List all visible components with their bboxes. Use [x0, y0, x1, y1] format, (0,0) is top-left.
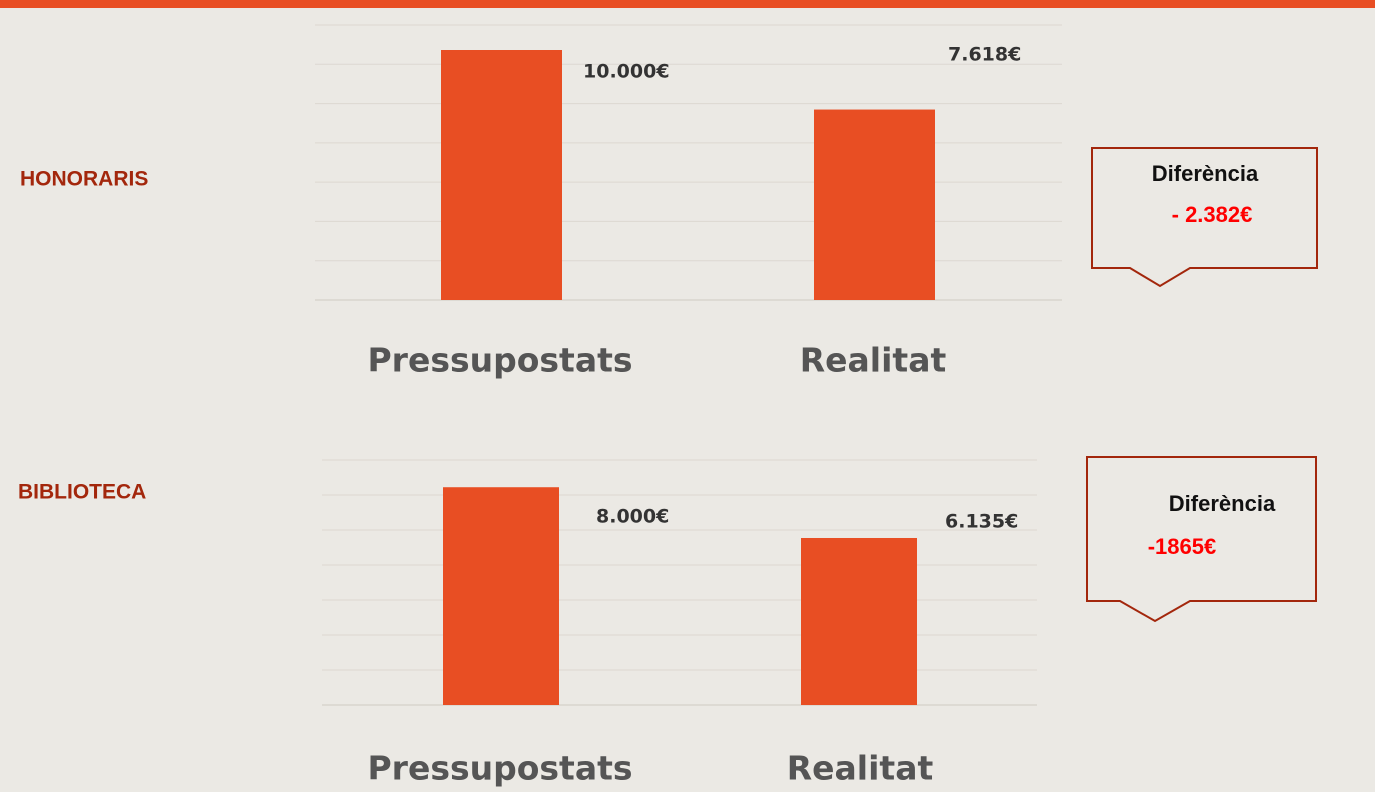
callout-box	[1086, 456, 1317, 623]
bar	[801, 537, 917, 705]
callout-label: Diferència	[1169, 491, 1276, 516]
value-label: 10.000€	[583, 61, 670, 83]
section-title: BIBLIOTECA	[18, 481, 146, 504]
section-title: HONORARIS	[20, 168, 148, 191]
callout-value: - 2.382€	[1172, 202, 1253, 227]
category-label: Pressupostats	[367, 749, 632, 788]
bar	[441, 50, 562, 300]
value-label: 6.135€	[945, 511, 1018, 533]
category-label: Realitat	[787, 749, 934, 788]
value-label: 8.000€	[596, 506, 669, 528]
category-label: Realitat	[800, 341, 947, 380]
callout-value: -1865€	[1148, 534, 1217, 559]
callout-label: Diferència	[1152, 161, 1259, 186]
category-label: Pressupostats	[367, 341, 632, 380]
bar	[443, 487, 559, 705]
callout-box	[1091, 147, 1318, 288]
bar	[814, 109, 935, 300]
value-label: 7.618€	[948, 44, 1021, 66]
top-bar	[0, 0, 1375, 8]
